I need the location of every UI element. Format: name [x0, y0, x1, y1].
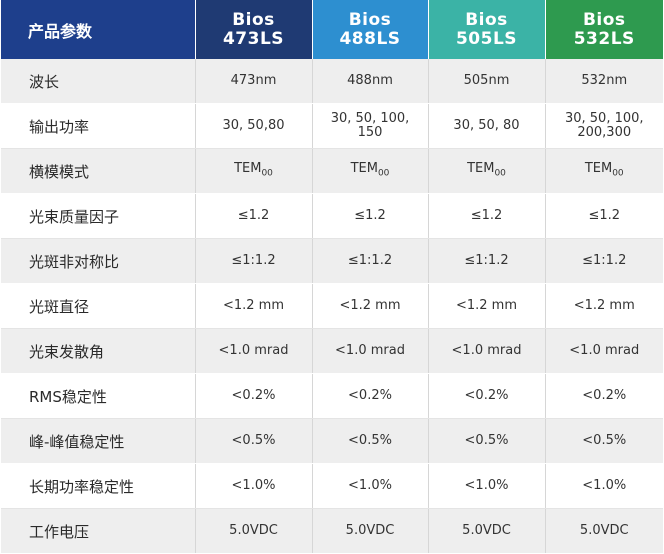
table-row: 输出功率 30, 50,80 30, 50, 100, 150 30, 50, 80 30…: [1, 103, 663, 149]
row-label: 光束发散角: [1, 328, 196, 374]
table-cell: <1.0%: [428, 463, 546, 509]
product-header-505ls: Bios 505LS: [428, 0, 546, 59]
table-row: 工作电压 5.0VDC 5.0VDC 5.0VDC 5.0VDC: [1, 508, 663, 554]
table-cell: 30, 50, 100, 150: [312, 103, 429, 149]
table-cell: <1.2 mm: [312, 283, 429, 329]
table-cell: 5.0VDC: [312, 508, 429, 554]
table-row: 光束质量因子 ≤1.2 ≤1.2 ≤1.2 ≤1.2: [1, 193, 663, 239]
table-row: RMS稳定性 <0.2% <0.2% <0.2% <0.2%: [1, 373, 663, 419]
table-cell: <0.5%: [195, 418, 313, 464]
product-brand: Bios: [232, 9, 275, 30]
table-cell: 30, 50,80: [195, 103, 313, 149]
table-cell: ≤1:1.2: [195, 238, 313, 284]
table-cell: <0.5%: [428, 418, 546, 464]
row-label: 光斑非对称比: [1, 238, 196, 284]
table-cell: ≤1.2: [428, 193, 546, 239]
table-row: 光斑直径 <1.2 mm <1.2 mm <1.2 mm <1.2 mm: [1, 283, 663, 329]
table-cell: 473nm: [195, 59, 313, 104]
table-cell: <0.2%: [428, 373, 546, 419]
table-row: 长期功率稳定性 <1.0% <1.0% <1.0% <1.0%: [1, 463, 663, 509]
spec-table-header: 产品参数 Bios 473LS Bios 488LS Bios 505LS Bi…: [1, 0, 663, 59]
table-cell: <1.0 mrad: [312, 328, 429, 374]
table-cell: TEM00: [312, 148, 429, 194]
table-cell: <0.2%: [545, 373, 663, 419]
product-header-488ls: Bios 488LS: [312, 0, 429, 59]
param-header: 产品参数: [1, 0, 196, 59]
spec-table-body: 波长 473nm 488nm 505nm 532nm 输出功率 30, 50,80 30, 5…: [1, 59, 663, 554]
table-cell: 30, 50, 100, 200,300: [545, 103, 663, 149]
table-cell: <1.0 mrad: [195, 328, 313, 374]
table-cell: <1.2 mm: [428, 283, 546, 329]
table-cell: <1.2 mm: [545, 283, 663, 329]
table-row: 峰-峰值稳定性 <0.5% <0.5% <0.5% <0.5%: [1, 418, 663, 464]
table-cell: 532nm: [545, 59, 663, 104]
table-cell: <0.5%: [545, 418, 663, 464]
table-cell: ≤1:1.2: [545, 238, 663, 284]
table-cell: ≤1:1.2: [428, 238, 546, 284]
header-row: 产品参数 Bios 473LS Bios 488LS Bios 505LS Bi…: [1, 0, 663, 59]
row-label: 光斑直径: [1, 283, 196, 329]
product-model: 505LS: [455, 28, 518, 49]
table-cell: 5.0VDC: [195, 508, 313, 554]
table-row: 横模模式 TEM00 TEM00 TEM00 TEM00: [1, 148, 663, 194]
table-cell: 5.0VDC: [428, 508, 546, 554]
table-cell: TEM00: [545, 148, 663, 194]
table-cell: 505nm: [428, 59, 546, 104]
row-label: 工作电压: [1, 508, 196, 554]
table-cell: <1.2 mm: [195, 283, 313, 329]
table-cell: <1.0%: [195, 463, 313, 509]
product-header-473ls: Bios 473LS: [195, 0, 313, 59]
table-cell: ≤1:1.2: [312, 238, 429, 284]
table-cell: ≤1.2: [312, 193, 429, 239]
row-label: 波长: [1, 59, 196, 104]
table-cell: 488nm: [312, 59, 429, 104]
table-cell: <0.5%: [312, 418, 429, 464]
row-label: 输出功率: [1, 103, 196, 149]
table-cell: TEM00: [428, 148, 546, 194]
product-brand: Bios: [582, 9, 626, 30]
product-model: 488LS: [339, 28, 401, 49]
table-cell: <1.0 mrad: [545, 328, 663, 374]
table-row: 光束发散角 <1.0 mrad <1.0 mrad <1.0 mrad <1.0 mra…: [1, 328, 663, 374]
table-row: 光斑非对称比 ≤1:1.2 ≤1:1.2 ≤1:1.2 ≤1:1.2: [1, 238, 663, 284]
row-label: 横模模式: [1, 148, 196, 194]
row-label: 光束质量因子: [1, 193, 196, 239]
table-cell: 30, 50, 80: [428, 103, 546, 149]
product-model: 532LS: [573, 28, 635, 49]
table-cell: <1.0%: [545, 463, 663, 509]
table-cell: ≤1.2: [195, 193, 313, 239]
product-model: 473LS: [222, 28, 285, 49]
product-brand: Bios: [465, 9, 508, 30]
row-label: RMS稳定性: [1, 373, 196, 419]
table-cell: <1.0%: [312, 463, 429, 509]
product-header-532ls: Bios 532LS: [545, 0, 663, 59]
table-cell: ≤1.2: [545, 193, 663, 239]
row-label: 峰-峰值稳定性: [1, 418, 196, 464]
table-cell: <0.2%: [312, 373, 429, 419]
table-cell: <0.2%: [195, 373, 313, 419]
table-cell: <1.0 mrad: [428, 328, 546, 374]
row-label: 长期功率稳定性: [1, 463, 196, 509]
table-row: 波长 473nm 488nm 505nm 532nm: [1, 59, 663, 104]
table-cell: TEM00: [195, 148, 313, 194]
table-cell: 5.0VDC: [545, 508, 663, 554]
product-brand: Bios: [348, 9, 392, 30]
